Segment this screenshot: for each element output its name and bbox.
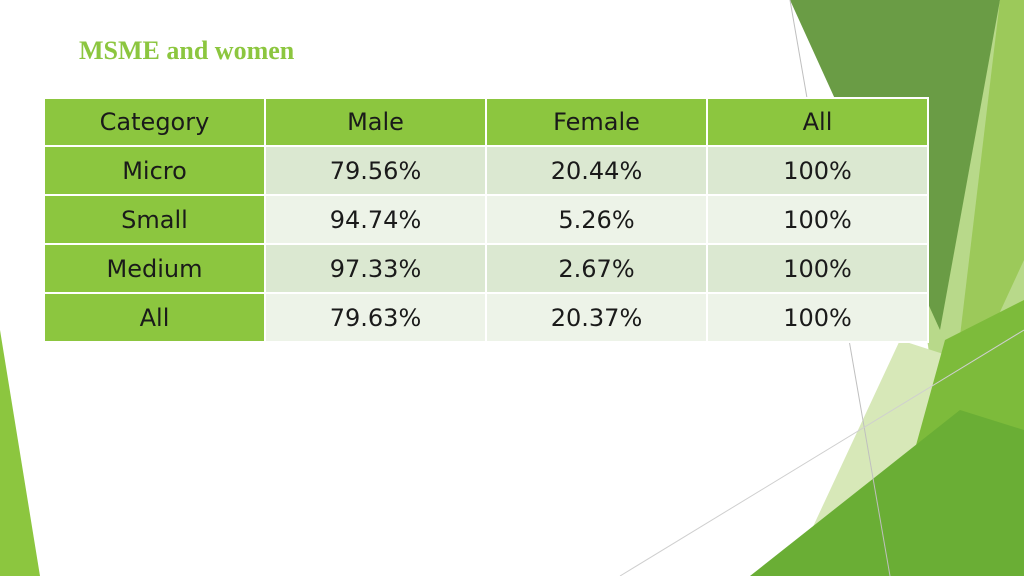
header-category: Category [43, 97, 266, 147]
header-all: All [706, 97, 929, 147]
table-header-row: Category Male Female All [43, 97, 929, 147]
right-shape-bottom [750, 410, 1024, 576]
cell-all: 100% [706, 145, 929, 196]
cell-all: 100% [706, 194, 929, 245]
cell-male: 94.74% [264, 194, 487, 245]
row-category: Medium [43, 243, 266, 294]
cell-female: 20.37% [485, 292, 708, 343]
row-category: All [43, 292, 266, 343]
table-row: Micro 79.56% 20.44% 100% [43, 145, 929, 196]
cell-all: 100% [706, 243, 929, 294]
table-row: Medium 97.33% 2.67% 100% [43, 243, 929, 294]
row-category: Micro [43, 145, 266, 196]
table-row: Small 94.74% 5.26% 100% [43, 194, 929, 245]
right-shape-mid [950, 0, 1024, 420]
row-category: Small [43, 194, 266, 245]
cell-male: 79.63% [264, 292, 487, 343]
left-accent-shape [0, 330, 40, 576]
cell-female: 20.44% [485, 145, 708, 196]
header-female: Female [485, 97, 708, 147]
cell-female: 5.26% [485, 194, 708, 245]
header-male: Male [264, 97, 487, 147]
cell-all: 100% [706, 292, 929, 343]
cell-male: 79.56% [264, 145, 487, 196]
cell-female: 2.67% [485, 243, 708, 294]
msme-women-table: Category Male Female All Micro 79.56% 20… [43, 97, 929, 343]
cell-male: 97.33% [264, 243, 487, 294]
thin-line-2 [619, 329, 1024, 576]
table-row: All 79.63% 20.37% 100% [43, 292, 929, 343]
slide-title: MSME and women [79, 36, 295, 65]
